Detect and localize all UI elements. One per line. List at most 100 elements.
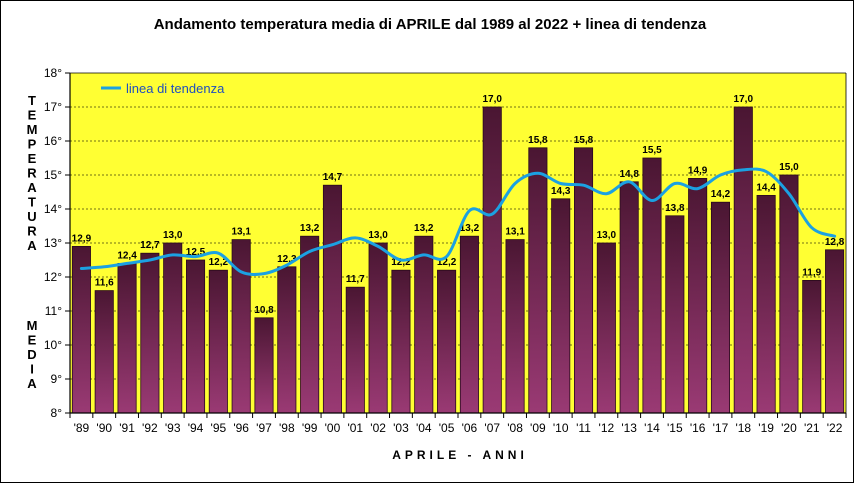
data-label: 14,4 [756,182,776,193]
y-axis-label-letter: I [30,362,34,377]
bar-'19 [756,194,776,414]
trend-line-group [79,167,837,276]
bar-'13 [619,181,639,414]
y-axis-label-letter: E [28,108,37,123]
bar-'93 [163,242,183,414]
y-axis-label-letter: R [27,166,37,181]
x-tick-label: '98 [279,421,295,435]
data-label: 13,1 [231,227,251,238]
x-tick-label: '22 [827,421,843,435]
y-axis-label-letter: T [28,93,36,108]
bar-'97 [254,317,274,414]
bars-group [71,106,845,414]
data-label: 12,4 [117,250,137,261]
data-label: 12,5 [186,247,206,258]
data-label: 10,8 [254,305,274,316]
x-tick-label: '92 [142,421,158,435]
bar-'15 [665,215,685,414]
x-tick-label: '12 [599,421,615,435]
y-tick-label: 16° [44,134,62,148]
y-axis-label-letter: M [27,122,38,137]
y-axis-label-letter: E [28,333,37,348]
x-tick-label: '96 [233,421,249,435]
data-label: 13,0 [597,230,617,241]
data-label: 14,7 [323,172,343,183]
y-tick-label: 9° [51,372,63,386]
data-label: 12,2 [437,257,457,268]
y-axis-label: T E M P E R A T U R AM E D I A [27,93,38,391]
data-label: 14,2 [711,189,731,200]
bar-'20 [779,174,799,414]
data-labels-group: 12,911,612,412,713,012,512,213,110,812,3… [72,94,845,316]
bar-'18 [733,106,753,414]
x-tick-label: '13 [621,421,637,435]
x-tick-label: '07 [484,421,500,435]
bar-'04 [414,235,434,414]
data-label: 12,9 [72,233,92,244]
data-label: 14,8 [619,169,639,180]
data-label: 11,6 [95,278,114,289]
x-tick-label: '16 [690,421,706,435]
x-tick-label: '05 [439,421,455,435]
data-label: 15,5 [642,145,662,156]
bar-'17 [710,201,731,414]
x-tick-label: '14 [644,421,660,435]
bar-'12 [596,242,616,414]
bar-'92 [140,252,160,414]
data-label: 13,0 [368,230,388,241]
x-tick-label: '20 [781,421,797,435]
y-axis-label-letter: T [28,195,36,210]
data-label: 15,0 [779,162,799,173]
data-label: 12,7 [140,240,160,251]
y-axis-label-letter: A [27,376,37,391]
y-axis-label-letter: A [27,180,37,195]
x-tick-label: '04 [416,421,432,435]
bar-'98 [277,266,297,414]
x-tick-label: '19 [758,421,774,435]
y-axis-label-letter: A [27,238,37,253]
bar-'95 [208,269,228,414]
x-tick-label: '97 [256,421,272,435]
x-tick-label: '03 [393,421,409,435]
x-tick-label: '93 [165,421,181,435]
x-tick-label: '09 [530,421,546,435]
data-label: 13,8 [665,203,685,214]
trend-line [79,167,837,276]
data-label: 13,0 [163,230,183,241]
y-tick-label: 12° [44,270,62,284]
data-label: 17,0 [734,94,754,105]
bar-'94 [185,259,206,414]
x-tick-labels: '89 '90 '91 '92 '93 '94 '95 '96 '97 '98 '99 '00 '01 '… [74,421,843,435]
bar-'01 [345,286,365,414]
x-axis-label: APRILE - ANNI [392,448,528,462]
y-axis-label-letter: U [27,209,36,224]
data-label: 15,8 [528,135,548,146]
data-label: 12,3 [277,254,297,265]
bar-'03 [391,269,411,414]
data-label: 13,2 [414,223,434,234]
y-axis-label-letter: M [27,318,38,333]
bar-'00 [322,184,343,414]
bar-'99 [300,235,320,414]
x-tick-label: '06 [462,421,478,435]
axes-group [65,72,847,418]
data-label: 14,3 [551,186,571,197]
bar-'22 [825,249,845,414]
bar-'05 [437,269,457,414]
y-axis-label-letter: R [27,224,37,239]
y-tick-label: 17° [44,100,62,114]
x-tick-label: '18 [735,421,751,435]
legend-label: linea di tendenza [126,81,225,96]
y-tick-label: 8° [51,406,63,420]
x-tick-label: '17 [713,421,729,435]
data-label: 13,1 [505,227,525,238]
x-tick-label: '90 [96,421,112,435]
bar-'09 [528,147,548,414]
x-tick-label: '11 [576,421,591,435]
x-tick-label: '02 [370,421,386,435]
y-tick-label: 18° [44,66,62,80]
bar-'89 [71,245,91,414]
x-tick-label: '95 [211,421,227,435]
x-tick-label: '91 [119,421,135,435]
